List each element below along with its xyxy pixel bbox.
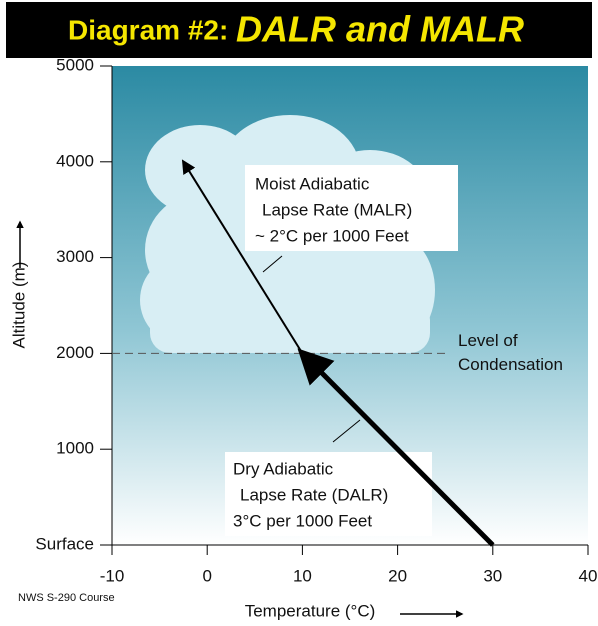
annotation-text: Lapse Rate (MALR) bbox=[262, 200, 412, 219]
y-tick-label: 5000 bbox=[56, 55, 94, 74]
x-tick-label: 0 bbox=[202, 566, 211, 585]
annotation-text: ~ 2°C per 1000 Feet bbox=[255, 226, 409, 245]
y-tick-label: 2000 bbox=[56, 343, 94, 362]
annotation-text: Dry Adiabatic bbox=[233, 459, 334, 478]
y-tick-label: 1000 bbox=[56, 439, 94, 458]
leader-line bbox=[262, 255, 283, 273]
leader-line bbox=[332, 419, 361, 443]
source: NWS S-290 Course bbox=[18, 592, 115, 604]
reference-label: Condensation bbox=[458, 355, 563, 374]
x-tick-label: 20 bbox=[388, 566, 407, 585]
reference-label: Level of bbox=[458, 331, 518, 350]
chart-title: Diagram #2: bbox=[68, 14, 228, 45]
x-axis-label: Temperature (°C) bbox=[245, 601, 376, 620]
title-bar bbox=[6, 2, 592, 58]
chart-title-emphasis: DALR and MALR bbox=[236, 9, 524, 50]
y-tick-label: 3000 bbox=[56, 247, 94, 266]
y-tick-label: 4000 bbox=[56, 151, 94, 170]
annotation-text: Lapse Rate (DALR) bbox=[240, 485, 388, 504]
x-tick-label: 10 bbox=[293, 566, 312, 585]
x-tick-label: 40 bbox=[579, 566, 598, 585]
lapse-rate-line bbox=[297, 348, 495, 547]
y-tick-label: Surface bbox=[35, 534, 94, 553]
annotation-box bbox=[225, 452, 432, 536]
lapse-rate-line bbox=[181, 159, 304, 354]
annotation-box bbox=[245, 165, 458, 251]
annotation-text: 3°C per 1000 Feet bbox=[233, 511, 372, 530]
x-tick-label: -10 bbox=[100, 566, 125, 585]
y-axis-label: Altitude (m) bbox=[9, 262, 28, 349]
x-tick-label: 30 bbox=[483, 566, 502, 585]
annotation-text: Moist Adiabatic bbox=[255, 174, 370, 193]
